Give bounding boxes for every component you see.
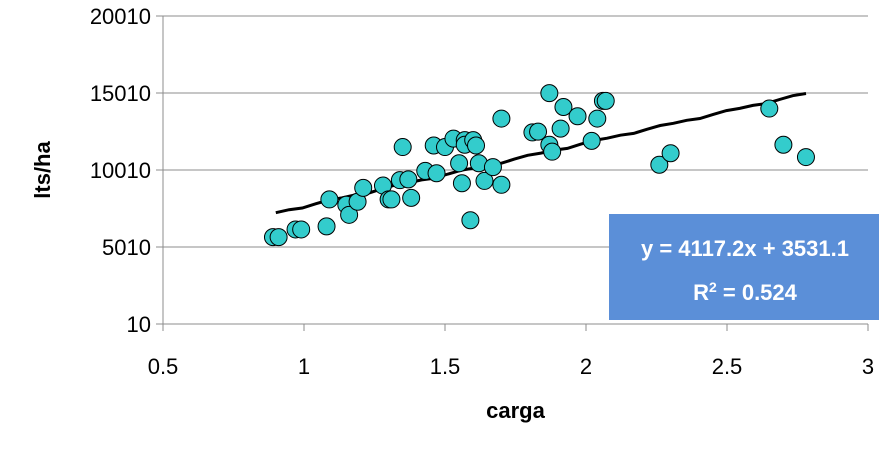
data-point — [543, 142, 562, 161]
data-point — [650, 155, 669, 174]
gridlines — [163, 15, 868, 248]
data-point — [551, 119, 570, 138]
data-point — [796, 148, 815, 167]
data-point — [554, 98, 573, 117]
y-tick-label: 10 — [127, 312, 151, 337]
x-tick-label: 1 — [298, 354, 310, 379]
data-point — [382, 190, 401, 209]
x-tick-label: 2.5 — [712, 354, 743, 379]
data-point — [402, 188, 421, 207]
data-point — [393, 138, 412, 157]
r-squared-exponent: 2 — [709, 279, 717, 295]
data-point — [467, 136, 486, 155]
data-point — [661, 144, 680, 163]
data-point — [774, 135, 793, 154]
data-point — [292, 220, 311, 239]
y-tick-label: 20010 — [90, 4, 151, 29]
data-point — [540, 84, 559, 103]
data-point — [461, 211, 480, 230]
data-point — [492, 175, 511, 194]
equation-text: y = 4117.2x + 3531.1 — [641, 236, 849, 261]
data-point — [760, 99, 779, 118]
data-point — [475, 171, 494, 190]
x-tick-label: 1.5 — [430, 354, 461, 379]
x-tick-label: 3 — [862, 354, 874, 379]
x-tick-label: 2 — [580, 354, 592, 379]
data-point — [492, 109, 511, 128]
r-squared-prefix: R — [693, 280, 709, 305]
x-axis-title: carga — [486, 398, 545, 423]
y-axis-title: lts/ha — [30, 141, 55, 199]
data-point — [317, 217, 336, 236]
y-tick-label: 15010 — [90, 81, 151, 106]
y-tick-label: 5010 — [102, 235, 151, 260]
data-point — [450, 154, 469, 173]
data-point — [483, 158, 502, 177]
data-points — [263, 84, 815, 247]
data-point — [568, 107, 587, 126]
r-squared-text: R2 = 0.524 — [693, 279, 798, 305]
data-point — [340, 205, 359, 224]
y-tick-label: 10010 — [90, 158, 151, 183]
data-point — [269, 228, 288, 247]
r-squared-value: = 0.524 — [717, 280, 798, 305]
data-point — [354, 178, 373, 197]
equation-box-background — [609, 214, 879, 320]
data-point — [588, 109, 607, 128]
data-point — [582, 131, 601, 150]
data-point — [452, 174, 471, 193]
data-point — [427, 164, 446, 183]
data-point — [529, 122, 548, 141]
data-point — [320, 190, 339, 209]
data-point — [596, 91, 615, 110]
axes — [156, 15, 869, 331]
tick-labels: 10 5010 10010 15010 20010 0.5 1 1.5 2 2.5 3 — [90, 4, 874, 379]
x-tick-label: 0.5 — [148, 354, 179, 379]
data-point — [399, 170, 418, 189]
equation-box: y = 4117.2x + 3531.1 R2 = 0.524 — [609, 214, 879, 320]
